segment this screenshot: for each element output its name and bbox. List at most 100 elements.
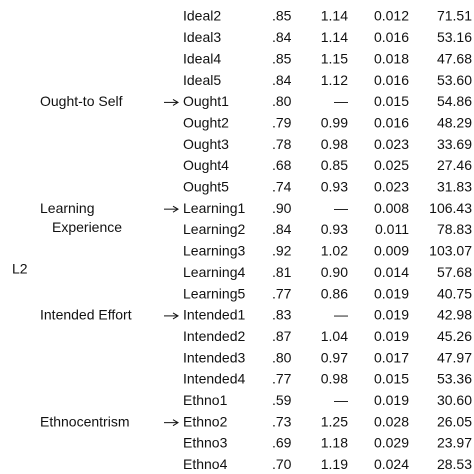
cell-loading: .68 — [272, 157, 292, 173]
cell-indicator: Learning5 — [183, 285, 245, 301]
cell-indicator: Learning1 — [183, 200, 245, 216]
cell-indicator: Ought2 — [183, 114, 229, 130]
cell-std-error: 0.019 — [374, 285, 409, 301]
cell-indicator: Learning4 — [183, 264, 245, 280]
cell-loading: .77 — [272, 285, 292, 301]
cell-indicator: Ethno3 — [183, 435, 228, 451]
cell-estimate: 0.98 — [321, 371, 348, 387]
cell-value: 28.53 — [437, 456, 472, 472]
cell-loading: .77 — [272, 371, 292, 387]
cell-estimate: — — [334, 93, 348, 109]
cell-std-error: 0.015 — [374, 93, 409, 109]
cell-std-error: 0.029 — [374, 435, 409, 451]
cell-indicator: Intended2 — [183, 328, 245, 344]
cell-estimate: 1.18 — [321, 435, 348, 451]
cell-value: 40.75 — [437, 285, 472, 301]
cell-loading: .74 — [272, 179, 292, 195]
cell-loading: .84 — [272, 221, 292, 237]
cell-estimate: 1.14 — [321, 29, 348, 45]
cell-loading: .59 — [272, 392, 292, 408]
cell-std-error: 0.014 — [374, 264, 409, 280]
cell-indicator: Ought3 — [183, 136, 229, 152]
cell-estimate: 1.12 — [321, 72, 348, 88]
cell-loading: .90 — [272, 200, 292, 216]
cell-value: 42.98 — [437, 307, 472, 323]
cell-indicator: Intended4 — [183, 371, 245, 387]
cell-std-error: 0.023 — [374, 179, 409, 195]
arrow-head — [172, 205, 179, 213]
cell-value: 48.29 — [437, 114, 472, 130]
cell-std-error: 0.019 — [374, 392, 409, 408]
cell-indicator: Ideal4 — [183, 50, 221, 66]
cell-estimate: 0.97 — [321, 349, 348, 365]
cell-std-error: 0.019 — [374, 328, 409, 344]
cell-std-error: 0.011 — [375, 221, 409, 237]
cell-loading: .87 — [272, 328, 292, 344]
cell-loading: .69 — [272, 435, 292, 451]
cell-loading: .84 — [272, 29, 292, 45]
cell-loading: .84 — [272, 72, 292, 88]
cell-estimate: — — [334, 307, 348, 323]
cell-loading: .92 — [272, 243, 292, 259]
cell-value: 71.51 — [437, 8, 472, 24]
cell-estimate: 1.02 — [321, 243, 348, 259]
cell-loading: .81 — [272, 264, 292, 280]
cell-std-error: 0.019 — [374, 307, 409, 323]
cell-estimate: 1.14 — [321, 8, 348, 24]
cell-value: 53.60 — [437, 72, 472, 88]
cell-indicator: Ought4 — [183, 157, 229, 173]
cell-std-error: 0.018 — [374, 50, 409, 66]
arrow-head — [172, 419, 179, 427]
cell-value: 23.97 — [437, 435, 472, 451]
cell-std-error: 0.012 — [374, 8, 409, 24]
cell-estimate: 0.93 — [321, 221, 348, 237]
cell-loading: .73 — [272, 413, 292, 429]
cell-std-error: 0.016 — [374, 114, 409, 130]
cell-std-error: 0.025 — [374, 157, 409, 173]
cell-indicator: Intended1 — [183, 307, 245, 323]
group-label: Learning — [40, 200, 95, 216]
cell-std-error: 0.015 — [374, 371, 409, 387]
cell-loading: .85 — [272, 50, 292, 66]
cell-std-error: 0.023 — [374, 136, 409, 152]
cell-indicator: Ideal3 — [183, 29, 221, 45]
side-label: L2 — [12, 261, 28, 277]
cell-std-error: 0.024 — [374, 456, 409, 472]
cell-value: 31.83 — [437, 179, 472, 195]
cell-value: 26.05 — [437, 413, 472, 429]
cell-loading: .78 — [272, 136, 292, 152]
cell-estimate: 1.15 — [321, 50, 348, 66]
cell-estimate: — — [334, 392, 348, 408]
cell-estimate: 0.86 — [321, 285, 348, 301]
cell-estimate: 1.25 — [321, 413, 348, 429]
cell-value: 45.26 — [437, 328, 472, 344]
cell-estimate: 0.98 — [321, 136, 348, 152]
cell-indicator: Ideal5 — [183, 72, 221, 88]
group-label: Ought-to Self — [40, 93, 123, 109]
cell-estimate: 1.04 — [321, 328, 348, 344]
cell-std-error: 0.016 — [374, 29, 409, 45]
cell-loading: .80 — [272, 93, 292, 109]
cell-std-error: 0.008 — [374, 200, 409, 216]
cell-estimate: 0.90 — [321, 264, 348, 280]
cell-estimate: 0.99 — [321, 114, 348, 130]
arrow-head — [172, 312, 179, 320]
cell-value: 47.97 — [437, 349, 472, 365]
arrow-head — [172, 98, 179, 106]
cell-estimate: 0.93 — [321, 179, 348, 195]
cell-loading: .79 — [272, 114, 292, 130]
cell-indicator: Ideal2 — [183, 8, 221, 24]
cell-loading: .85 — [272, 8, 292, 24]
cell-estimate: 1.19 — [321, 456, 348, 472]
group-label: Ethnocentrism — [40, 413, 129, 429]
cell-std-error: 0.009 — [374, 243, 409, 259]
cell-value: 53.36 — [437, 371, 472, 387]
cell-value: 30.60 — [437, 392, 472, 408]
group-label: Intended Effort — [40, 307, 132, 323]
cell-value: 106.43 — [429, 200, 472, 216]
cell-std-error: 0.017 — [374, 349, 409, 365]
cell-value: 53.16 — [437, 29, 472, 45]
cell-value: 54.86 — [437, 93, 472, 109]
cell-estimate: — — [334, 200, 348, 216]
